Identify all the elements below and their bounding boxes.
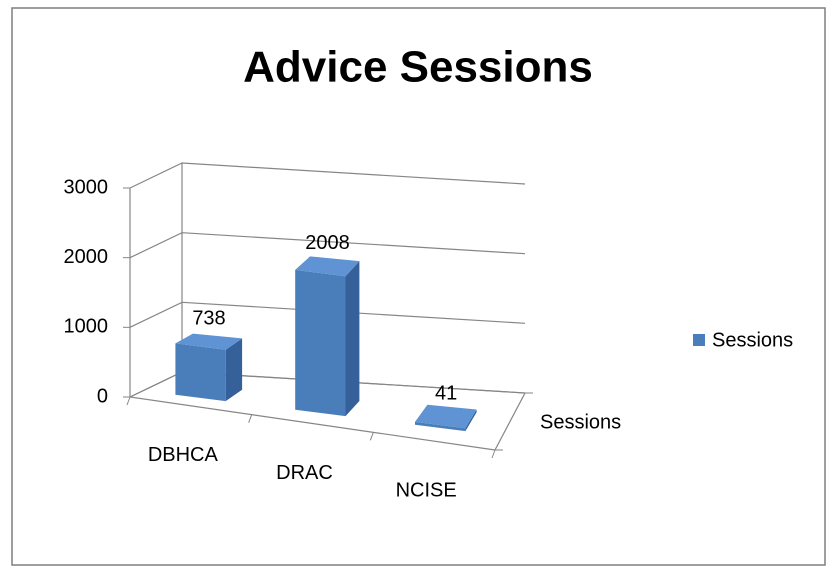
bar-front [415,421,466,432]
legend-swatch [693,334,705,346]
bar-top [415,404,477,429]
bar-front [175,343,226,402]
y-tick-label: 3000 [64,176,109,198]
bar [175,333,243,402]
x-tick-label: NCISE [396,479,457,501]
chart-title: Advice Sessions [243,43,593,92]
x-tick [126,396,131,406]
grid-line [129,162,526,189]
bar [415,404,477,432]
x-tick [369,432,374,441]
bar-top [175,333,243,350]
x-tick-label: DRAC [276,462,333,484]
y-tick-label: 2000 [64,246,109,268]
bar-side [345,261,360,417]
data-label: 2008 [305,232,350,254]
legend-label: Sessions [712,329,793,351]
y-tick-label: 1000 [64,316,109,338]
bar [295,256,360,417]
chart-border [11,7,826,566]
x-tick [248,414,253,423]
bar-side [465,409,477,432]
bar-top [295,256,360,277]
grid-line [129,301,526,328]
x-tick [491,449,496,459]
grid-line [129,232,526,259]
y-tick-label: 0 [97,385,108,407]
bar-front [295,269,346,417]
data-label: 738 [192,308,225,330]
bar-side [225,338,243,402]
depth-axis-label: Sessions [540,411,621,433]
data-label: 41 [435,382,457,404]
x-tick-label: DBHCA [148,444,219,466]
